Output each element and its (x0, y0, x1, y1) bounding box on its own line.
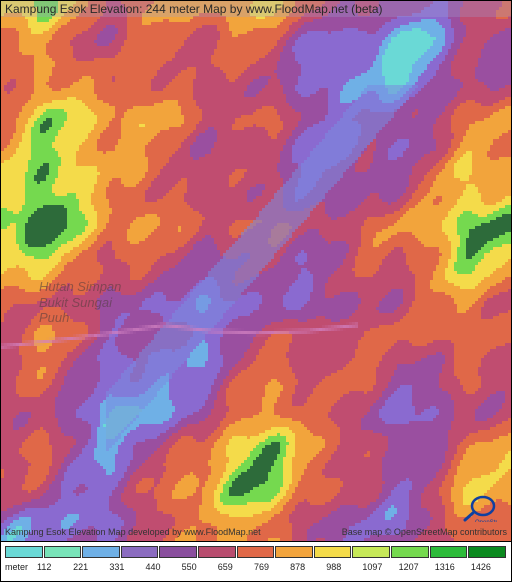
elevation-map[interactable] (1, 1, 511, 541)
legend-value: 221 (73, 560, 109, 578)
osm-text: OpenStreetMap (475, 520, 497, 522)
legend-swatch (391, 546, 429, 558)
legend-swatch (468, 546, 506, 558)
legend-swatch (5, 546, 43, 558)
forest-line1: Hutan Simpan (39, 279, 121, 295)
forest-line2: Bukit Sungai (39, 295, 121, 311)
legend-swatch (314, 546, 352, 558)
legend-swatch (44, 546, 82, 558)
legend-value: 550 (182, 560, 218, 578)
map-canvas (1, 1, 511, 541)
legend-swatch (121, 546, 159, 558)
credit-left: Kampung Esok Elevation Map developed by … (5, 527, 261, 539)
forest-line3: Puuh (39, 310, 121, 326)
elevation-legend: meter11222133144055065976987898810971207… (1, 541, 511, 581)
legend-swatches (1, 542, 511, 560)
legend-value: 1316 (435, 560, 471, 578)
credit-right: Base map © OpenStreetMap contributors (342, 527, 507, 539)
map-container: Kampung Esok Elevation: 244 meter Map by… (0, 0, 512, 582)
legend-swatch (159, 546, 197, 558)
magnifier-icon[interactable]: OpenStreetMap (463, 494, 497, 527)
legend-value: 1207 (399, 560, 435, 578)
legend-labels: meter11222133144055065976987898810971207… (1, 560, 511, 578)
legend-value: 331 (109, 560, 145, 578)
legend-swatch (237, 546, 275, 558)
legend-value: 112 (37, 560, 73, 578)
legend-value: 659 (218, 560, 254, 578)
title-bar: Kampung Esok Elevation: 244 meter Map by… (1, 1, 511, 17)
legend-value: 1426 (471, 560, 507, 578)
legend-swatch (352, 546, 390, 558)
legend-value: 1097 (362, 560, 398, 578)
legend-swatch (275, 546, 313, 558)
page-title: Kampung Esok Elevation: 244 meter Map by… (5, 2, 383, 16)
legend-swatch (198, 546, 236, 558)
legend-swatch (82, 546, 120, 558)
legend-value: 878 (290, 560, 326, 578)
legend-value: 988 (326, 560, 362, 578)
legend-value: 769 (254, 560, 290, 578)
legend-unit: meter (5, 560, 37, 578)
forest-reserve-label: Hutan Simpan Bukit Sungai Puuh (39, 279, 121, 326)
legend-swatch (430, 546, 468, 558)
map-credits: Kampung Esok Elevation Map developed by … (1, 527, 511, 539)
legend-value: 440 (145, 560, 181, 578)
